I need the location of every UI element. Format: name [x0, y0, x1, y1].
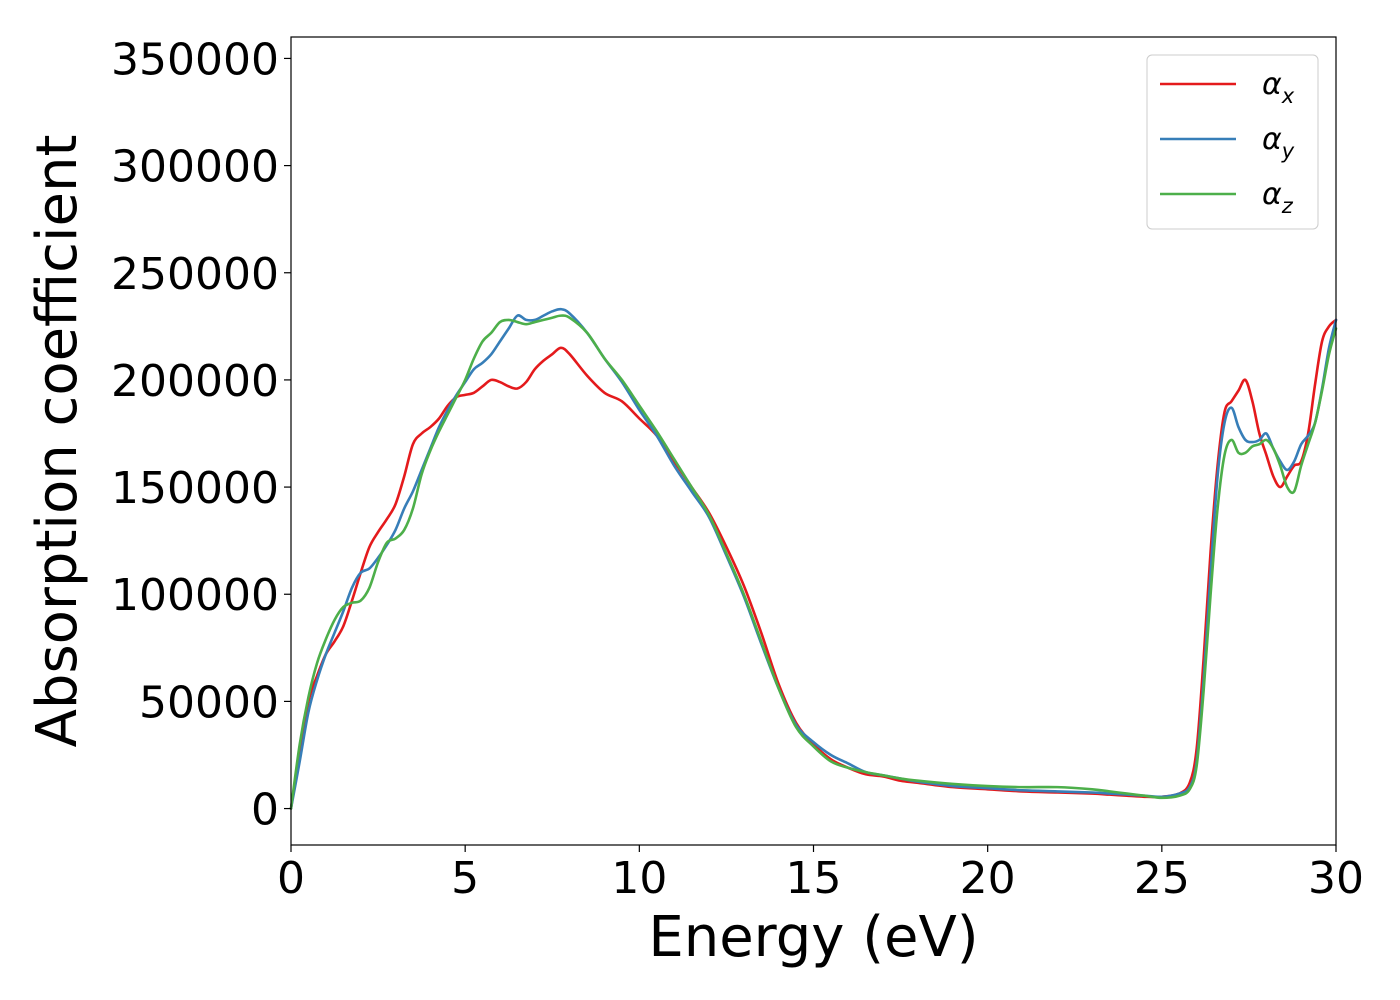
- legend-label-symbol: α: [1262, 67, 1282, 102]
- x-tick-label: 0: [277, 853, 305, 904]
- x-axis-label: Energy (eV): [648, 905, 978, 970]
- x-tick-label: 20: [960, 853, 1016, 904]
- legend-label-symbol: α: [1262, 122, 1282, 157]
- legend-label-alpha-y: αy: [1262, 122, 1295, 163]
- legend-label-subscript: z: [1281, 194, 1294, 218]
- x-tick-label: 5: [451, 853, 479, 904]
- legend-box: [1146, 54, 1319, 230]
- y-tick-label: 300000: [111, 142, 279, 193]
- y-tick-label: 150000: [111, 463, 279, 514]
- series-line-alpha-z: [289, 314, 1338, 810]
- series-line-alpha-x: [289, 318, 1338, 810]
- series-lines: [289, 307, 1338, 810]
- legend-label-subscript: y: [1281, 139, 1295, 163]
- y-tick-label: 100000: [111, 570, 279, 621]
- y-axis-ticks: 0 50000 100000 150000 200000 250000 300000 3500…: [111, 34, 291, 836]
- legend-label-alpha-x: αx: [1262, 67, 1295, 108]
- x-tick-label: 30: [1308, 853, 1364, 904]
- y-tick-label: 0: [251, 785, 279, 836]
- y-tick-label: 50000: [139, 677, 279, 728]
- y-tick-label: 200000: [111, 356, 279, 407]
- legend-label-alpha-z: αz: [1262, 177, 1294, 218]
- y-tick-label: 350000: [111, 34, 279, 85]
- x-tick-label: 25: [1134, 853, 1190, 904]
- y-axis-label: Absorption coefficient: [25, 135, 90, 748]
- x-tick-label: 10: [611, 853, 667, 904]
- x-tick-label: 15: [786, 853, 842, 904]
- legend-label-symbol: α: [1262, 177, 1282, 212]
- y-tick-label: 250000: [111, 249, 279, 300]
- x-axis-ticks: 0 5 10 15 20 25 30: [277, 845, 1364, 904]
- legend-label-subscript: x: [1281, 84, 1295, 108]
